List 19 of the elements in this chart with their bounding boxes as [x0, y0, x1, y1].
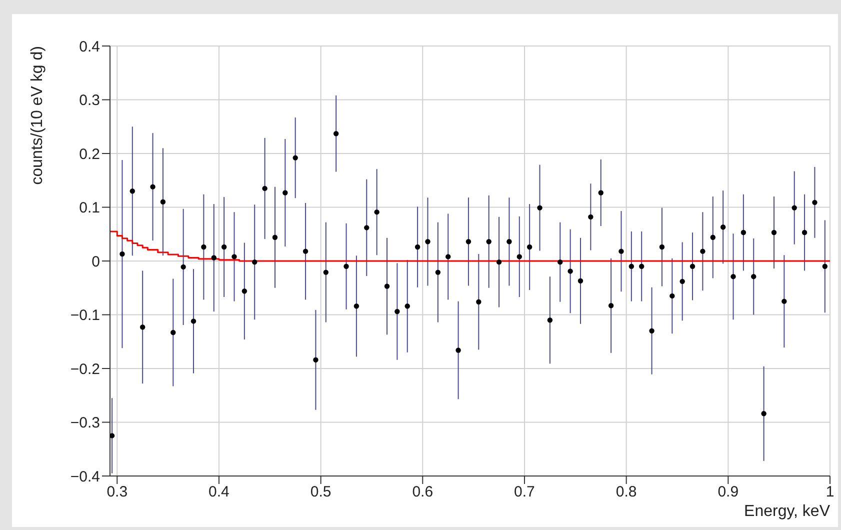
x-tick-label: 0.9 — [718, 484, 739, 501]
x-tick-label: 0.8 — [616, 484, 637, 501]
y-tick-label: 0.3 — [79, 92, 100, 110]
x-tick-label: 0.7 — [514, 484, 535, 501]
y-tick-label: −0.3 — [70, 414, 100, 432]
y-tick-label: −0.4 — [70, 468, 100, 486]
y-tick-label: 0.4 — [79, 38, 100, 56]
x-tick-label: 1 — [826, 484, 834, 501]
x-tick-label: 0.3 — [106, 484, 128, 501]
y-tick-label: −0.1 — [70, 307, 100, 324]
x-tick-label: 0.4 — [208, 484, 230, 501]
y-tick-label: 0.2 — [79, 146, 100, 163]
y-tick-label: 0 — [92, 253, 100, 270]
x-axis-title: Energy, keV — [744, 503, 830, 520]
x-tick-label: 0.5 — [310, 484, 332, 501]
y-tick-label: 0.1 — [79, 200, 100, 217]
x-tick-label: 0.6 — [412, 484, 434, 501]
y-tick-label: −0.2 — [70, 360, 100, 378]
y-axis-title: counts/(10 eV kg d) — [29, 46, 46, 185]
